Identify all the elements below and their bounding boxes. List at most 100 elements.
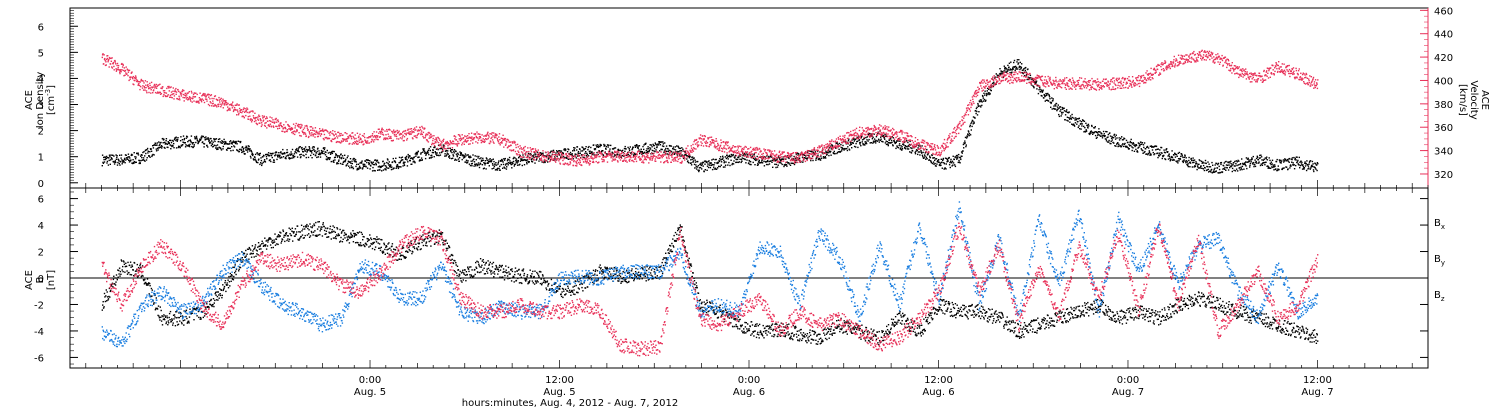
velocity-series-point bbox=[191, 101, 193, 103]
velocity-series-point bbox=[422, 135, 424, 138]
density-series-point bbox=[921, 154, 924, 156]
density-series-point bbox=[365, 166, 367, 168]
density-series-point bbox=[1115, 134, 1117, 136]
density-series-point bbox=[1108, 139, 1110, 142]
velocity-series-point bbox=[379, 131, 382, 134]
density-series-point bbox=[1085, 130, 1088, 132]
velocity-series-point bbox=[373, 141, 375, 143]
density-series-point bbox=[935, 158, 938, 160]
density-series-point bbox=[237, 140, 240, 142]
density-series-point bbox=[1200, 160, 1203, 162]
density-series-point bbox=[104, 156, 106, 158]
density-series-point bbox=[261, 164, 263, 167]
velocity-series-point bbox=[338, 135, 340, 137]
density-series-point bbox=[182, 135, 185, 137]
velocity-series-point bbox=[184, 92, 186, 95]
velocity-series-point bbox=[469, 143, 471, 145]
density-series-point bbox=[344, 159, 347, 162]
density-series-point bbox=[1280, 160, 1283, 162]
density-series-point bbox=[206, 144, 208, 147]
velocity-series-point bbox=[316, 131, 318, 134]
density-series-point bbox=[1244, 164, 1246, 166]
velocity-series-point bbox=[225, 100, 227, 102]
density-series-point bbox=[402, 162, 405, 164]
density-series-point bbox=[1108, 141, 1110, 143]
density-series-point bbox=[101, 154, 104, 156]
velocity-series-point bbox=[204, 98, 207, 100]
density-series-point bbox=[583, 149, 585, 151]
density-series-point bbox=[657, 143, 659, 145]
velocity-series-point bbox=[570, 154, 572, 157]
density-series-point bbox=[183, 137, 186, 140]
density-series-point bbox=[437, 154, 439, 156]
density-series-point bbox=[1250, 161, 1252, 163]
density-series-point bbox=[117, 159, 120, 161]
density-series-point bbox=[1237, 170, 1239, 172]
density-series-point bbox=[1139, 145, 1141, 147]
velocity-series-point bbox=[302, 131, 304, 134]
density-series-point bbox=[702, 161, 705, 164]
density-series-point bbox=[288, 158, 291, 160]
density-series-point bbox=[743, 153, 745, 156]
velocity-series-point bbox=[565, 154, 567, 156]
density-series-point bbox=[732, 163, 735, 165]
density-series-point bbox=[995, 73, 997, 75]
density-series-point bbox=[108, 159, 110, 162]
density-series-point bbox=[1078, 117, 1080, 119]
density-series-point bbox=[477, 164, 479, 166]
density-series-point bbox=[730, 159, 732, 161]
density-series-point bbox=[212, 145, 215, 147]
density-series-point bbox=[1169, 160, 1171, 162]
density-series-point bbox=[391, 166, 393, 168]
density-series-point bbox=[825, 157, 827, 159]
density-series-point bbox=[996, 76, 998, 78]
density-series-point bbox=[767, 160, 769, 162]
velocity-series-point bbox=[624, 160, 627, 162]
density-series-point bbox=[1062, 108, 1064, 110]
density-series-point bbox=[312, 149, 314, 152]
density-series-point bbox=[174, 138, 176, 140]
density-series-point bbox=[1124, 142, 1126, 145]
density-series-point bbox=[686, 155, 688, 157]
velocity-series-point bbox=[598, 161, 600, 163]
density-series-point bbox=[490, 161, 493, 163]
velocity-series-point bbox=[251, 119, 253, 122]
density-series-point bbox=[701, 163, 703, 166]
velocity-series-point bbox=[452, 140, 454, 142]
density-series-point bbox=[1160, 146, 1162, 149]
velocity-series-point bbox=[350, 136, 352, 138]
velocity-series-point bbox=[381, 131, 384, 134]
density-series-point bbox=[748, 162, 750, 164]
velocity-series-point bbox=[268, 124, 270, 127]
velocity-series-point bbox=[589, 160, 592, 163]
density-series-point bbox=[581, 150, 584, 152]
density-tick-label: 3 bbox=[38, 101, 44, 112]
velocity-series-point bbox=[559, 162, 561, 164]
density-series-point bbox=[642, 152, 645, 155]
density-series-point bbox=[1201, 167, 1203, 169]
velocity-series-point bbox=[110, 57, 112, 60]
density-series-point bbox=[830, 148, 833, 150]
density-series-point bbox=[738, 155, 740, 157]
density-series-point bbox=[871, 138, 874, 140]
density-series-point bbox=[1069, 115, 1072, 117]
density-series-point bbox=[371, 163, 373, 165]
density-series-point bbox=[1192, 161, 1194, 164]
density-series-point bbox=[587, 155, 590, 157]
velocity-series-point bbox=[241, 115, 244, 117]
density-series-point bbox=[383, 164, 385, 167]
density-series-point bbox=[1063, 110, 1066, 112]
density-series-point bbox=[1013, 59, 1016, 62]
density-series-point bbox=[1109, 135, 1112, 137]
density-series-point bbox=[1134, 145, 1136, 148]
density-series-point bbox=[947, 160, 949, 162]
density-series-point bbox=[985, 94, 988, 97]
density-series-point bbox=[547, 155, 549, 157]
density-series-point bbox=[889, 142, 891, 144]
density-series-point bbox=[839, 150, 842, 153]
density-series-point bbox=[403, 163, 405, 165]
density-series-point bbox=[849, 144, 851, 146]
density-series-point bbox=[132, 162, 134, 165]
velocity-series-point bbox=[600, 152, 602, 155]
density-series-point bbox=[1061, 106, 1063, 109]
